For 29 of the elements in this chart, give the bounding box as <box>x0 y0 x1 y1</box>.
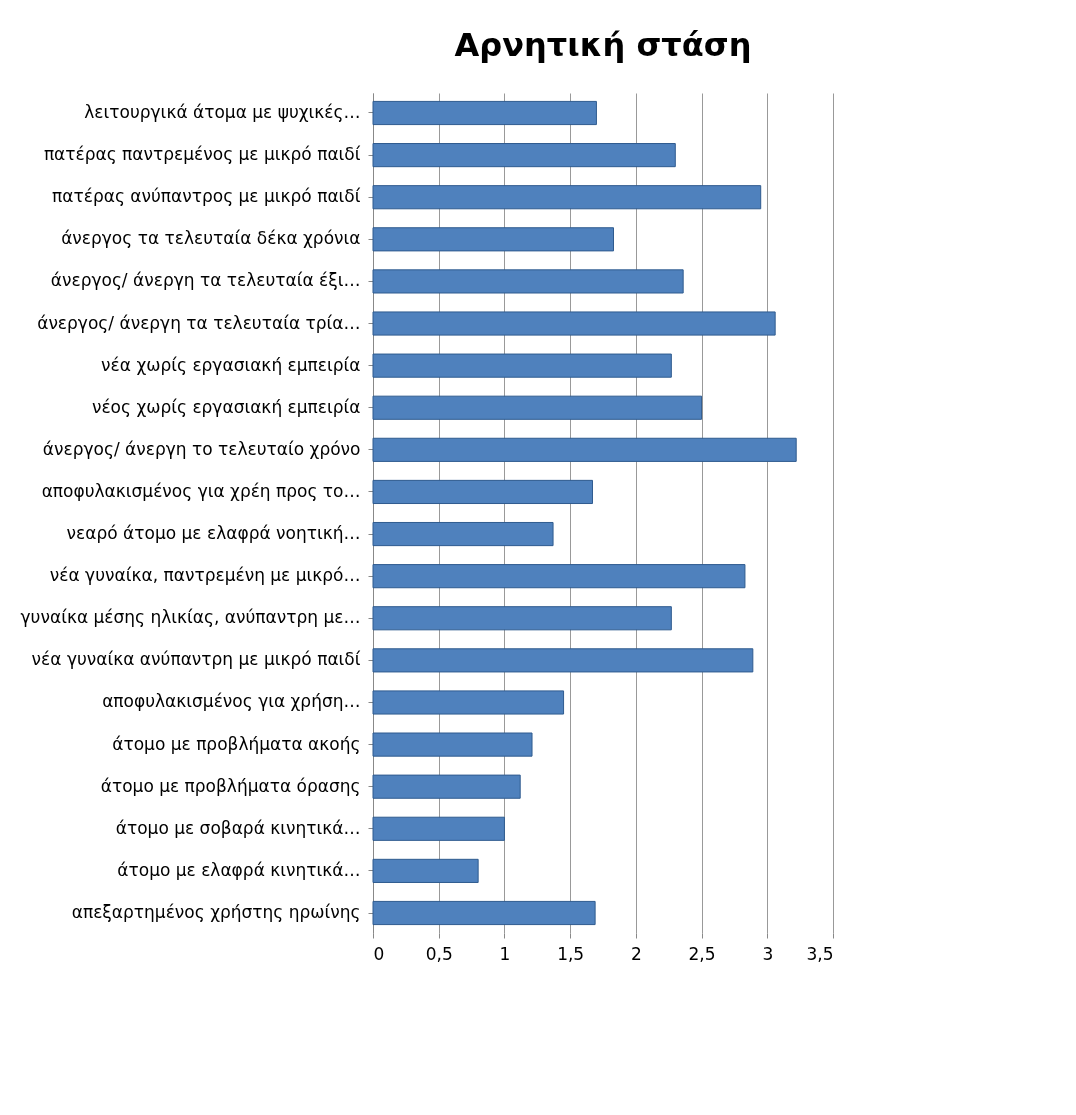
y-tick-label: νέα χωρίς εργασιακή εμπειρία <box>101 354 361 375</box>
y-tick-label: νέος χωρίς εργασιακή εμπειρία <box>91 396 361 417</box>
y-tick-label: άνεργος/ άνεργη τα τελευταία τρία… <box>37 312 361 333</box>
x-tick-label: 0 <box>373 943 385 964</box>
x-tick-label: 1,5 <box>557 943 585 964</box>
x-tick-label: 1 <box>499 943 511 964</box>
x-tick-label: 2 <box>630 943 642 964</box>
y-tick-label: πατέρας ανύπαντρος με μικρό παιδί <box>52 186 361 207</box>
y-tick-label: νέα γυναίκα, παντρεμένη με μικρό… <box>49 565 361 586</box>
y-tick-label: αποφυλακισμένος για χρήση… <box>102 691 361 712</box>
y-tick-label: άτομο με ελαφρά κινητικά… <box>117 859 361 880</box>
y-tick-label: άνεργος/ άνεργη τα τελευταία έξι… <box>50 270 361 291</box>
chart-title: Αρνητική στάση <box>454 26 752 64</box>
y-tick-label: νέα γυναίκα ανύπαντρη με μικρό παιδί <box>31 649 361 670</box>
y-tick-label: άνεργος τα τελευταία δέκα χρόνια <box>61 228 361 249</box>
y-tick-label: πατέρας παντρεμένος με μικρό παιδί <box>43 144 361 165</box>
y-tick-label: άτομο με προβλήματα ακοής <box>112 733 361 754</box>
y-tick-label: άτομο με σοβαρά κινητικά… <box>115 817 361 838</box>
y-tick-label: απεξαρτημένος χρήστης ηρωίνης <box>71 902 361 922</box>
x-tick-label: 3,5 <box>806 943 834 964</box>
y-tick-label: άτομο με προβλήματα όρασης <box>100 775 361 796</box>
x-tick-label: 3 <box>762 943 774 964</box>
y-tick-label: γυναίκα μέσης ηλικίας, ανύπαντρη με… <box>20 607 361 628</box>
y-tick-label: αποφυλακισμένος για χρέη προς το… <box>41 480 361 501</box>
x-tick-label: 2,5 <box>688 943 716 964</box>
y-tick-label: λειτουργικά άτομα με ψυχικές… <box>84 102 361 122</box>
y-tick-label: άνεργος/ άνεργη το τελευταίο χρόνο <box>42 438 361 459</box>
x-tick-label: 0,5 <box>425 943 453 964</box>
y-tick-label: νεαρό άτομο με ελαφρά νοητική… <box>66 523 361 544</box>
